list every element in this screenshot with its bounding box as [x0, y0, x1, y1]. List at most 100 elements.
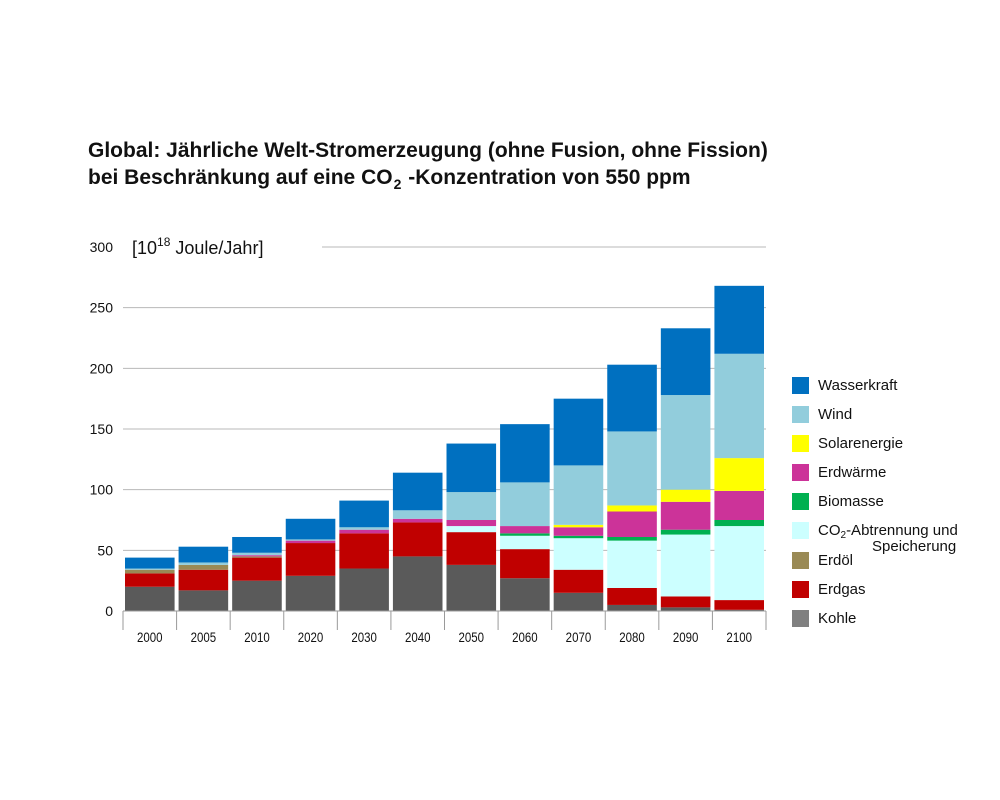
bar-segment [285, 539, 336, 541]
x-tick-label: 2000 [137, 629, 163, 645]
bar-segment [607, 505, 657, 512]
bar-segment [339, 500, 389, 528]
bar-segment [607, 540, 657, 588]
bar-segment [446, 520, 497, 527]
bar-segment [232, 580, 282, 611]
bar-segment [392, 556, 443, 611]
bar-segment [178, 546, 229, 563]
bar-segment [125, 557, 175, 569]
x-tick-label: 2100 [726, 629, 752, 645]
bar-segment [125, 573, 175, 587]
legend-label: Erdöl [818, 551, 854, 569]
bar-segment [500, 482, 550, 527]
chart-title: Global: Jährliche Welt-Stromerzeugung (o… [88, 137, 768, 193]
bar-segment [660, 596, 711, 608]
bar-segment [500, 535, 550, 550]
x-tick-label: 2090 [673, 629, 699, 645]
bar-segment [607, 364, 657, 432]
bar-segment [553, 592, 604, 611]
bar-segment [339, 568, 389, 611]
x-tick-label: 2010 [244, 629, 270, 645]
bar-segment [500, 578, 550, 611]
y-unit-label: [1018 Joule/Jahr] [132, 235, 263, 258]
bar-segment [232, 555, 282, 557]
bar-segment [714, 353, 764, 459]
bar-segment [607, 511, 657, 537]
y-tick-label: 200 [90, 360, 114, 376]
legend-label-pre: CO [818, 522, 841, 540]
bar-segment [446, 532, 497, 565]
bar-segment [607, 604, 657, 611]
bar-segment [553, 569, 604, 593]
bar-segment [500, 526, 550, 534]
bar-segment [660, 395, 711, 490]
y-tick-label: 300 [90, 239, 114, 255]
legend-label-line2: Speicherung [872, 538, 957, 556]
x-tick-label: 2030 [351, 629, 377, 645]
bar-segment [660, 501, 711, 530]
bar-segment [446, 443, 497, 493]
bar-segment [714, 458, 764, 491]
bar-segment [339, 533, 389, 569]
bar-segment [553, 465, 604, 525]
chart-title-line2-sub: 2 [393, 176, 402, 192]
bar-segment [607, 536, 657, 541]
bar-segment [500, 424, 550, 483]
bar-segment [232, 557, 282, 581]
x-tick-label: 2020 [298, 629, 324, 645]
bar-segment [500, 549, 550, 579]
x-tick-label: 2040 [405, 629, 431, 645]
bar-segment [553, 527, 604, 536]
bar-segment [660, 534, 711, 597]
legend-swatch [792, 406, 809, 424]
bar-segment [553, 535, 604, 539]
legend-label: Solarenergie [818, 435, 904, 453]
bar-segment [178, 590, 229, 611]
bar-segment [660, 489, 711, 502]
bar-segment [232, 552, 282, 556]
bar-segment [125, 586, 175, 611]
legend-label: Erdwärme [818, 464, 887, 482]
bar-segment [285, 540, 336, 544]
legend-label: Biomasse [818, 493, 884, 511]
bar-segment [714, 490, 764, 520]
legend-swatch [792, 464, 809, 482]
legend-swatch [792, 435, 809, 453]
y-tick-label: 50 [97, 542, 113, 558]
bar-segment [553, 524, 604, 528]
x-tick-label: 2060 [512, 629, 538, 645]
bar-segment [392, 518, 443, 523]
chart-title-line1: Global: Jährliche Welt-Stromerzeugung (o… [88, 139, 768, 162]
bar-segment [714, 609, 764, 611]
bar-segment [714, 526, 764, 601]
bar-segment [446, 526, 497, 533]
legend-label-sub: 2 [840, 530, 847, 542]
bar-segment [660, 328, 711, 396]
bar-segment [178, 564, 229, 570]
bar-segment [392, 522, 443, 557]
bar-segment [339, 527, 389, 530]
legend-swatch [792, 493, 809, 511]
legend-label: Kohle [818, 609, 857, 627]
legend-swatch [792, 580, 809, 598]
bar-segment [714, 600, 764, 610]
x-tick-label: 2080 [619, 629, 645, 645]
bar-segment [500, 533, 550, 536]
bar-segment [392, 510, 443, 519]
bar-segment [553, 538, 604, 570]
bar-segment [446, 564, 497, 611]
bar-segment [125, 569, 175, 574]
bar-segment [285, 543, 336, 576]
y-tick-label: 0 [105, 603, 113, 619]
legend-label: Wasserkraft [818, 377, 898, 394]
bar-segment [232, 556, 282, 558]
legend-label: CO2-Abtrennung und [818, 522, 958, 542]
bar-segment [178, 569, 229, 591]
x-tick-label: 2050 [459, 629, 485, 645]
bar-segment [660, 607, 711, 611]
bar-segment [285, 575, 336, 611]
legend-label-post: -Abtrennung und [846, 522, 958, 540]
y-tick-label: 150 [90, 421, 114, 437]
legend-swatch [792, 609, 809, 627]
